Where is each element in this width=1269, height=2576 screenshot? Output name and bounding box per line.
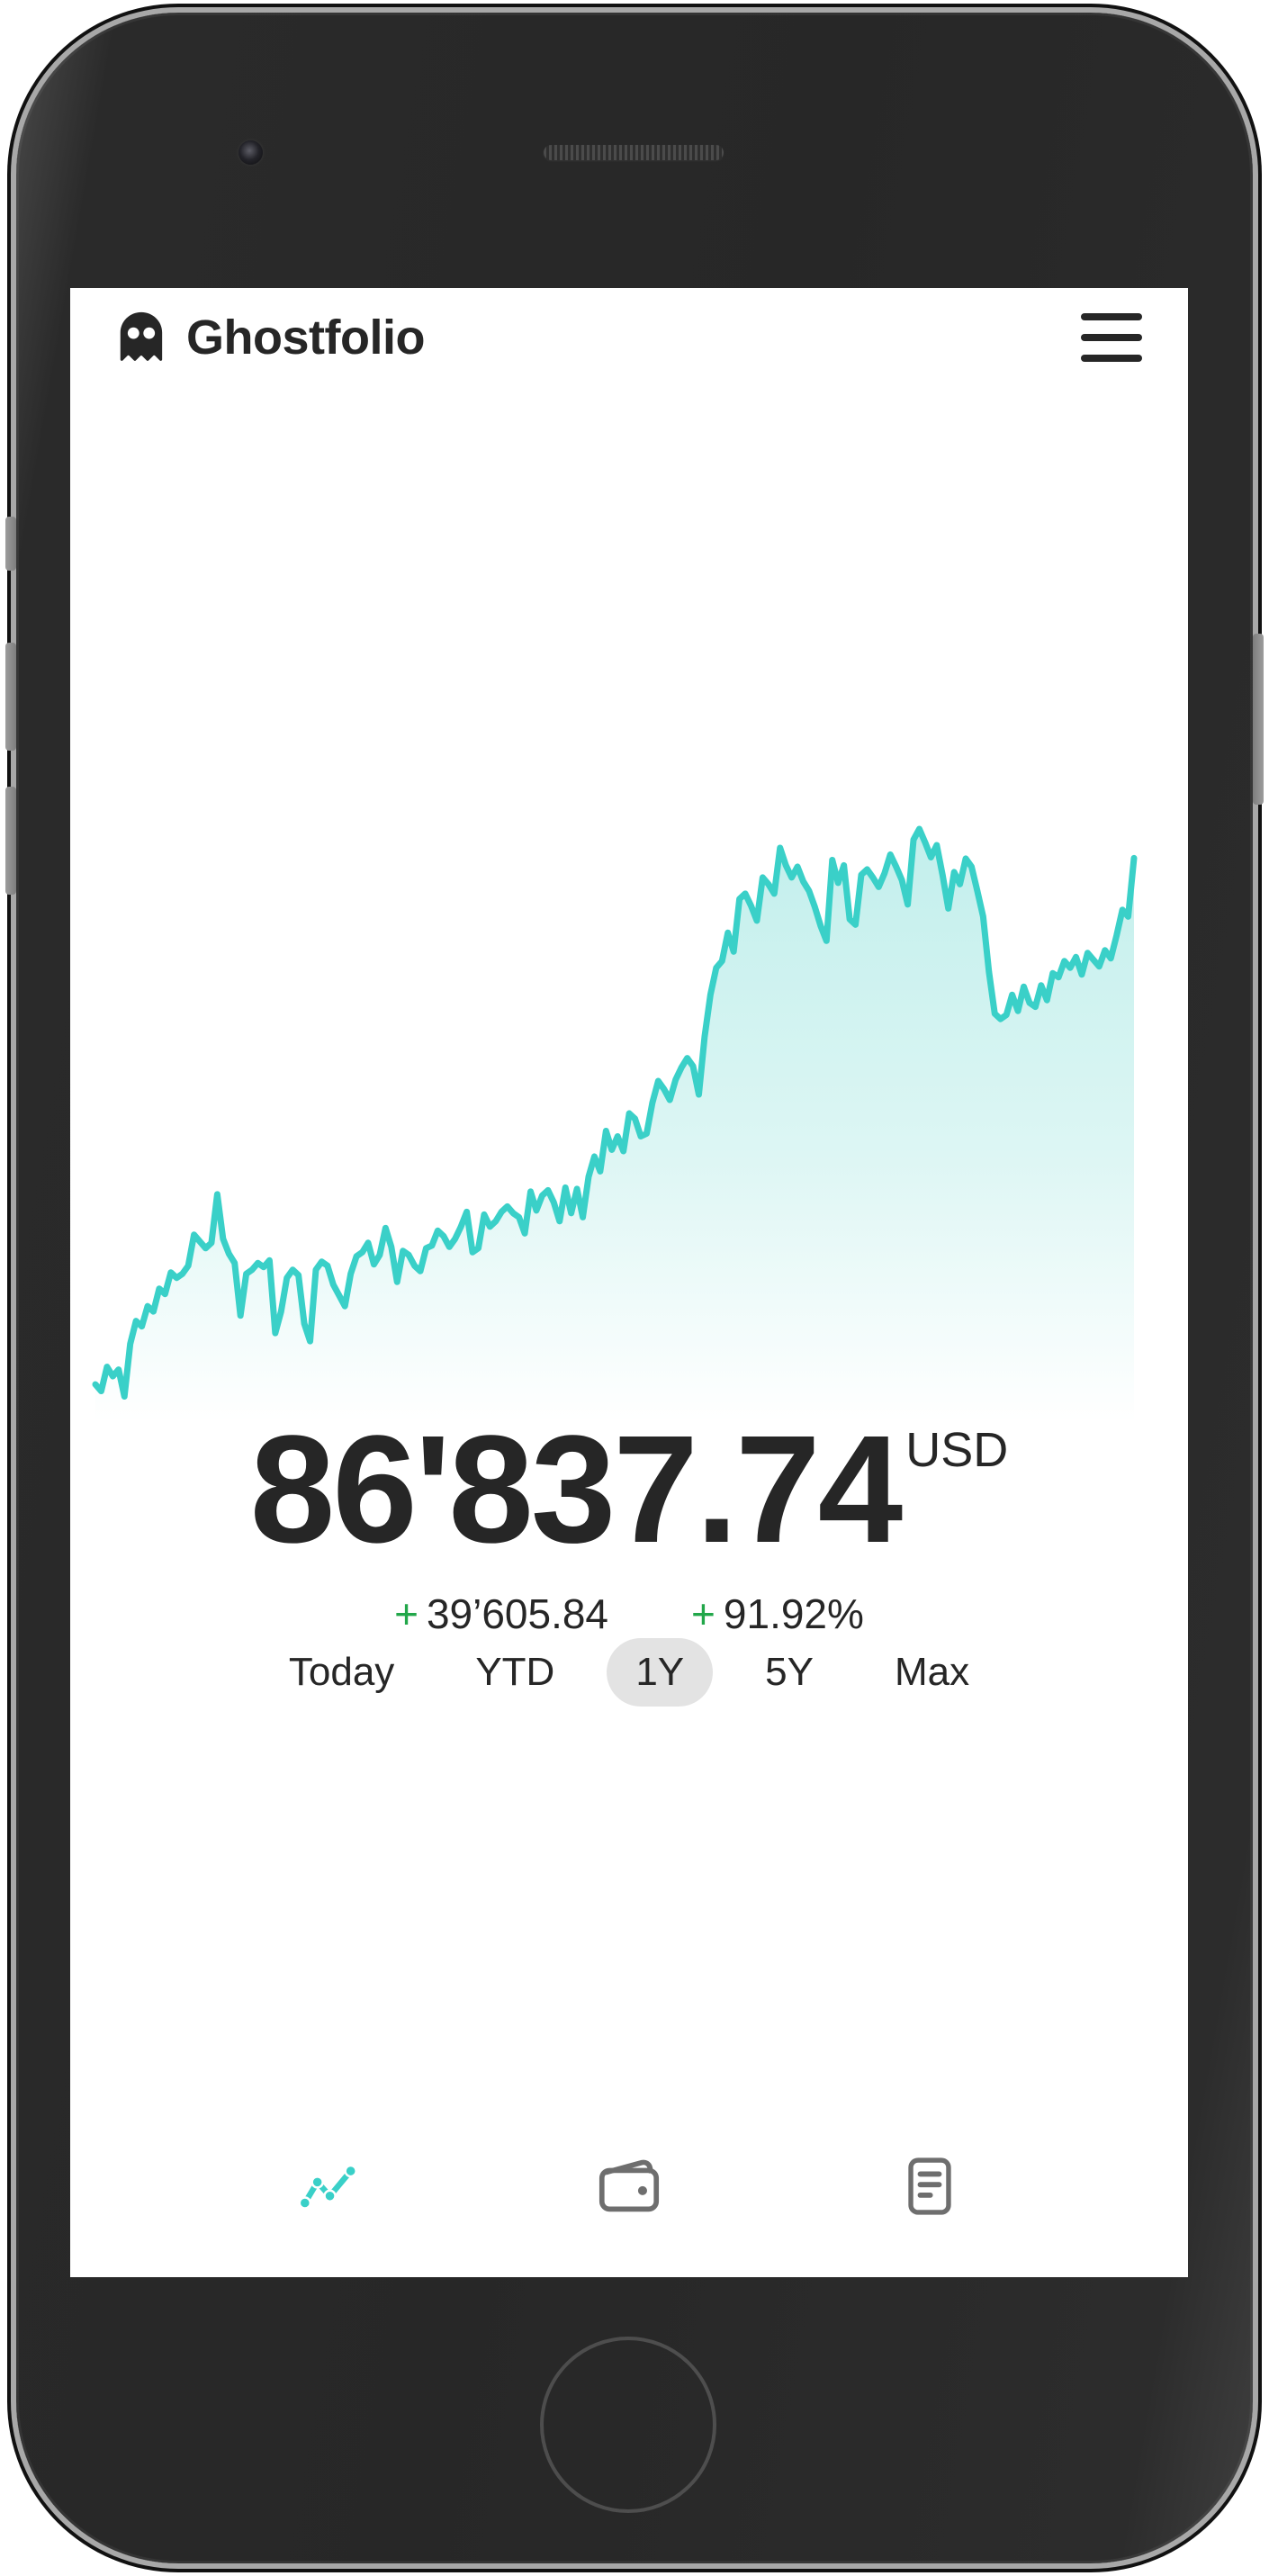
bottom-navigation [70, 2137, 1188, 2236]
phone-screen: Ghostfolio [70, 288, 1188, 2277]
line-chart-icon [298, 2164, 357, 2210]
app-title: Ghostfolio [186, 311, 425, 365]
brand-logo[interactable]: Ghostfolio [113, 310, 425, 365]
power-button[interactable] [1253, 634, 1264, 805]
absolute-change: +39’605.84 [394, 1590, 608, 1638]
front-camera-icon [238, 140, 263, 165]
portfolio-value: 86'837.74 USD [250, 1413, 1009, 1566]
volume-down-button[interactable] [5, 787, 16, 895]
home-button[interactable] [540, 2337, 716, 2513]
volume-up-button[interactable] [5, 643, 16, 751]
menu-bar-2 [1081, 334, 1142, 341]
portfolio-value-area-chart [92, 825, 1138, 1422]
absolute-change-sign: + [394, 1590, 418, 1637]
ghost-icon [120, 311, 163, 361]
performance-chart[interactable] [70, 792, 1188, 1422]
wallet-icon [598, 2159, 660, 2212]
portfolio-value-amount: 86'837.74 [249, 1404, 903, 1575]
portfolio-change-row: +39’605.84 +91.92% [70, 1590, 1188, 1638]
portfolio-value-currency: USD [905, 1423, 1009, 1477]
nav-item-holdings[interactable] [575, 2137, 683, 2236]
nav-item-summary[interactable] [876, 2137, 984, 2236]
hamburger-menu-icon[interactable] [1073, 299, 1150, 376]
range-chip-5y[interactable]: 5Y [765, 1650, 814, 1694]
range-chip-max[interactable]: Max [894, 1650, 970, 1694]
absolute-change-value: 39’605.84 [426, 1590, 609, 1637]
silent-switch-button[interactable] [5, 517, 16, 571]
portfolio-value-block: 86'837.74 USD +39’605.84 +91.92% [70, 1413, 1188, 1638]
range-chip-ytd[interactable]: YTD [475, 1650, 555, 1694]
menu-bar-3 [1081, 355, 1142, 362]
phone-mockup: Ghostfolio [5, 13, 1264, 2563]
chart-line [92, 825, 1138, 1401]
range-chip-today[interactable]: Today [288, 1650, 395, 1694]
percent-change-value: 91.92% [723, 1590, 864, 1637]
earpiece-speaker [544, 145, 724, 160]
nav-item-analytics[interactable] [274, 2137, 382, 2236]
menu-bar-1 [1081, 313, 1142, 320]
range-chip-1y[interactable]: 1Y [607, 1638, 714, 1707]
percent-change: +91.92% [691, 1590, 864, 1638]
chart-area-fill [95, 828, 1134, 1422]
app-header: Ghostfolio [70, 288, 1188, 387]
percent-change-sign: + [691, 1590, 716, 1637]
document-icon [908, 2157, 951, 2215]
date-range-selector: Today YTD 1Y 5Y Max [70, 1638, 1188, 1707]
